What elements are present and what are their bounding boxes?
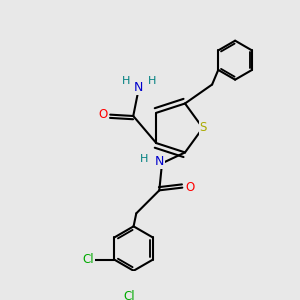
- Text: O: O: [185, 181, 194, 194]
- Text: O: O: [99, 108, 108, 121]
- Text: H: H: [122, 76, 131, 86]
- Text: H: H: [148, 76, 156, 86]
- Text: N: N: [134, 81, 143, 94]
- Text: Cl: Cl: [124, 290, 135, 300]
- Text: Cl: Cl: [83, 253, 94, 266]
- Text: H: H: [140, 154, 148, 164]
- Text: N: N: [154, 155, 164, 168]
- Text: S: S: [199, 122, 206, 134]
